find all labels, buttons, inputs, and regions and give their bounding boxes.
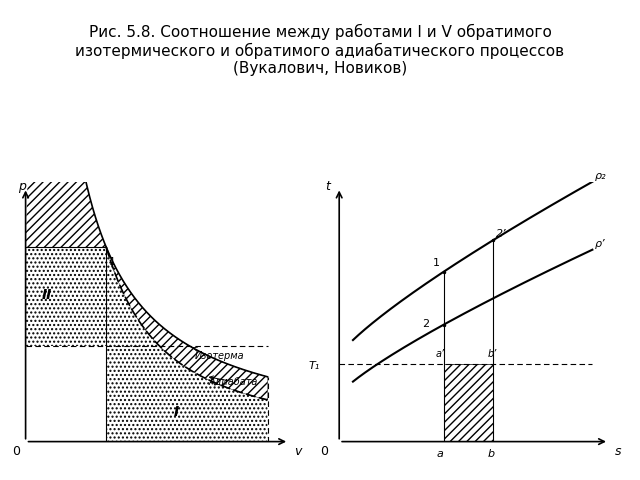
Text: 0: 0: [320, 444, 328, 457]
Text: 1: 1: [109, 257, 116, 267]
Text: v: v: [294, 444, 302, 457]
Text: 1: 1: [433, 258, 440, 268]
Text: t: t: [326, 180, 330, 193]
Text: 0: 0: [12, 444, 20, 457]
Text: Изотерма: Изотерма: [193, 347, 244, 360]
Text: s: s: [614, 444, 621, 457]
Text: ρ’: ρ’: [595, 239, 606, 249]
Text: T₁: T₁: [309, 361, 320, 371]
Text: II: II: [42, 288, 52, 302]
Text: I: I: [173, 405, 179, 419]
Text: Адиабата: Адиабата: [209, 376, 258, 386]
Text: 2: 2: [422, 319, 429, 329]
Text: b’: b’: [488, 349, 497, 360]
Text: 2’: 2’: [496, 229, 507, 240]
Text: ρ₂: ρ₂: [595, 171, 607, 181]
Text: Рис. 5.8. Соотношение между работами I и V обратимого
изотермического и обратимо: Рис. 5.8. Соотношение между работами I и…: [76, 24, 564, 76]
Polygon shape: [106, 247, 268, 400]
Text: b: b: [488, 449, 495, 459]
Text: a: a: [437, 449, 444, 459]
Text: p: p: [17, 180, 26, 193]
Text: a’: a’: [435, 349, 445, 360]
